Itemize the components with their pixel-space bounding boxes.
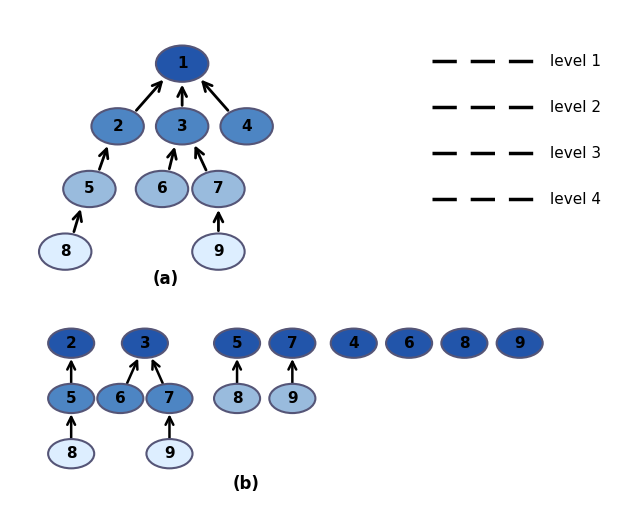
- Text: 8: 8: [60, 244, 70, 259]
- Text: 3: 3: [177, 119, 188, 134]
- Ellipse shape: [136, 171, 188, 207]
- Ellipse shape: [39, 233, 92, 270]
- Text: 9: 9: [164, 446, 175, 461]
- Ellipse shape: [147, 439, 193, 469]
- Text: 7: 7: [164, 391, 175, 406]
- Ellipse shape: [48, 329, 94, 358]
- Text: 9: 9: [213, 244, 224, 259]
- Text: 7: 7: [287, 336, 298, 350]
- Ellipse shape: [192, 233, 244, 270]
- Text: 8: 8: [232, 391, 243, 406]
- Ellipse shape: [192, 171, 244, 207]
- Ellipse shape: [331, 329, 377, 358]
- Text: 7: 7: [213, 181, 224, 197]
- Text: (b): (b): [233, 475, 260, 493]
- Text: 2: 2: [66, 336, 77, 350]
- Ellipse shape: [92, 108, 144, 145]
- Text: 6: 6: [404, 336, 415, 350]
- Text: level 2: level 2: [550, 100, 601, 115]
- Text: 2: 2: [112, 119, 123, 134]
- Ellipse shape: [97, 384, 143, 413]
- Ellipse shape: [497, 329, 543, 358]
- Ellipse shape: [147, 384, 193, 413]
- Ellipse shape: [269, 329, 316, 358]
- Ellipse shape: [156, 108, 209, 145]
- Text: level 1: level 1: [550, 54, 601, 69]
- Text: 5: 5: [232, 336, 243, 350]
- Text: 3: 3: [140, 336, 150, 350]
- Text: 4: 4: [348, 336, 359, 350]
- Ellipse shape: [63, 171, 116, 207]
- Ellipse shape: [442, 329, 488, 358]
- Text: 9: 9: [287, 391, 298, 406]
- Text: level 3: level 3: [550, 146, 601, 161]
- Text: 9: 9: [515, 336, 525, 350]
- Ellipse shape: [214, 329, 260, 358]
- Ellipse shape: [220, 108, 273, 145]
- Ellipse shape: [122, 329, 168, 358]
- Ellipse shape: [214, 384, 260, 413]
- Text: 6: 6: [115, 391, 125, 406]
- Text: 8: 8: [66, 446, 77, 461]
- Text: 5: 5: [66, 391, 77, 406]
- Text: 8: 8: [459, 336, 470, 350]
- Text: level 4: level 4: [550, 192, 601, 207]
- Text: 1: 1: [177, 56, 188, 71]
- Ellipse shape: [156, 46, 209, 82]
- Text: (a): (a): [153, 270, 179, 288]
- Ellipse shape: [48, 439, 94, 469]
- Ellipse shape: [386, 329, 432, 358]
- Text: 6: 6: [157, 181, 167, 197]
- Text: 4: 4: [241, 119, 252, 134]
- Text: 5: 5: [84, 181, 95, 197]
- Ellipse shape: [269, 384, 316, 413]
- Ellipse shape: [48, 384, 94, 413]
